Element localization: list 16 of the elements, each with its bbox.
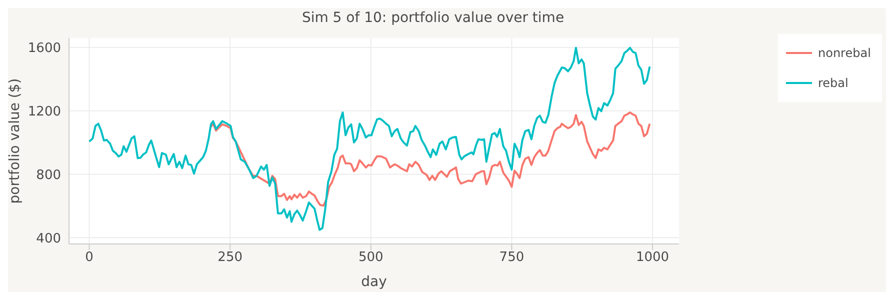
y-axis-title: portfolio value ($) [6,78,23,204]
chart-title: Sim 5 of 10: portfolio value over time [300,10,566,26]
x-tick-label: 1000 [636,250,670,266]
legend-label: rebal [818,76,848,90]
x-tick-label: 250 [218,250,243,266]
y-tick-label: 400 [36,231,61,246]
x-tick-label: 750 [499,250,524,266]
legend-label: nonrebal [818,46,871,60]
y-tick-label: 1200 [28,104,61,120]
line-series [88,46,651,231]
x-tick-label: 0 [85,250,94,266]
x-tick-label: 500 [358,250,384,266]
x-axis-title: day [361,274,387,290]
line-series [210,111,651,207]
y-tick-label: 800 [36,168,61,183]
y-tick-label: 1600 [28,41,61,56]
